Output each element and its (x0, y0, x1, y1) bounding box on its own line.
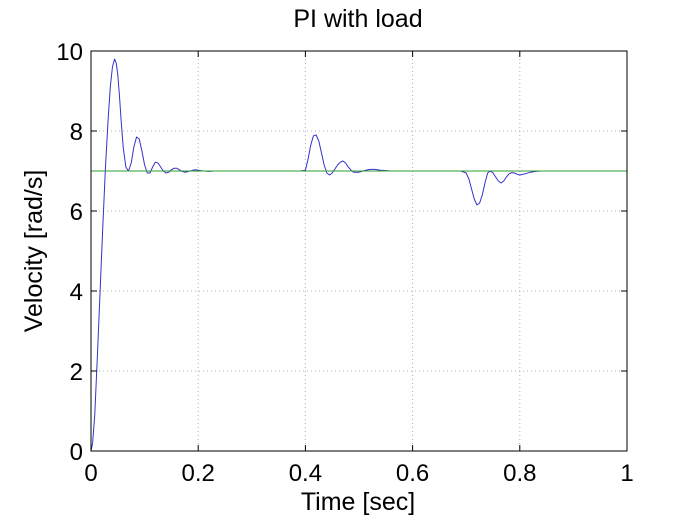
plot-frame (90, 50, 628, 452)
x-tick-labels: 0 0.2 0.4 0.6 0.8 1 (84, 460, 633, 487)
chart-title: PI with load (293, 5, 422, 33)
y-tick-label: 10 (56, 39, 83, 66)
y-tick-label: 0 (70, 439, 83, 466)
x-tick-label: 1 (620, 460, 633, 487)
x-tick-label: 0.4 (289, 460, 322, 487)
tick-marks (90, 50, 628, 452)
x-tick-label: 0.2 (182, 460, 215, 487)
y-tick-label: 4 (70, 279, 83, 306)
x-axis-label: Time [sec] (301, 488, 415, 516)
x-tick-label: 0 (84, 460, 97, 487)
series-lines (90, 58, 627, 452)
y-tick-labels: 0 2 4 6 8 10 (56, 39, 83, 466)
y-tick-label: 8 (70, 119, 83, 146)
x-tick-label: 0.8 (503, 460, 536, 487)
grid-lines (91, 51, 627, 451)
y-tick-label: 6 (70, 199, 83, 226)
velocity-response-line (90, 58, 574, 452)
x-tick-label: 0.6 (396, 460, 429, 487)
y-axis-label: Velocity [rad/s] (20, 170, 48, 333)
y-tick-label: 2 (70, 359, 83, 386)
